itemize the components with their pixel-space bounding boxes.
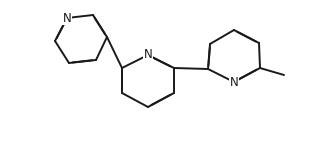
Text: N: N xyxy=(144,49,152,62)
Text: N: N xyxy=(230,75,238,89)
Text: N: N xyxy=(63,12,71,25)
